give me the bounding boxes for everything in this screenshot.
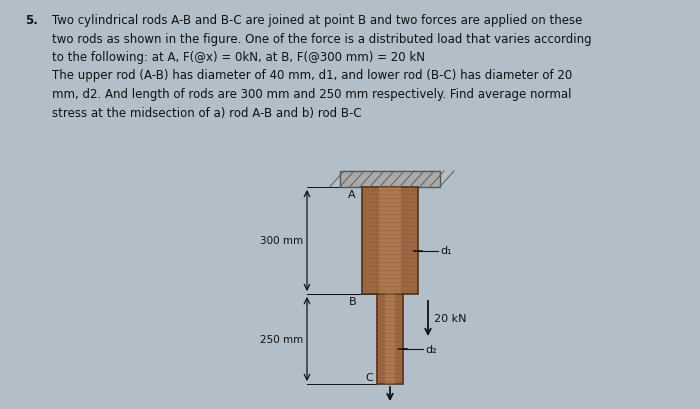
Text: 300 mm: 300 mm [260,236,303,246]
Text: B: B [349,296,356,306]
Text: 250 mm: 250 mm [260,334,303,344]
Text: The upper rod (A-B) has diameter of 40 mm, d1, and lower rod (B-C) has diameter : The upper rod (A-B) has diameter of 40 m… [52,70,573,82]
Text: to the following: at A, F(@x) = 0kN, at B, F(@300 mm) = 20 kN: to the following: at A, F(@x) = 0kN, at … [52,51,425,64]
Bar [377,294,403,384]
Text: mm, d2. And length of rods are 300 mm and 250 mm respectively. Find average norm: mm, d2. And length of rods are 300 mm an… [52,88,571,101]
Text: A: A [349,189,356,200]
Bar [385,294,396,384]
Text: d₁: d₁ [440,246,452,256]
Text: d₂: d₂ [425,344,437,354]
Bar [379,188,401,294]
Text: stress at the midsection of a) rod A-B and b) rod B-C: stress at the midsection of a) rod A-B a… [52,106,362,119]
Text: 20 kN: 20 kN [434,314,466,324]
Text: 30 kN: 30 kN [374,408,406,409]
Text: Two cylindrical rods A-B and B-C are joined at point B and two forces are applie: Two cylindrical rods A-B and B-C are joi… [52,14,582,27]
Bar [362,188,418,294]
Text: 5.: 5. [25,14,38,27]
Bar [340,172,440,188]
Text: C: C [365,372,373,382]
Text: two rods as shown in the figure. One of the force is a distributed load that var: two rods as shown in the figure. One of … [52,32,592,45]
